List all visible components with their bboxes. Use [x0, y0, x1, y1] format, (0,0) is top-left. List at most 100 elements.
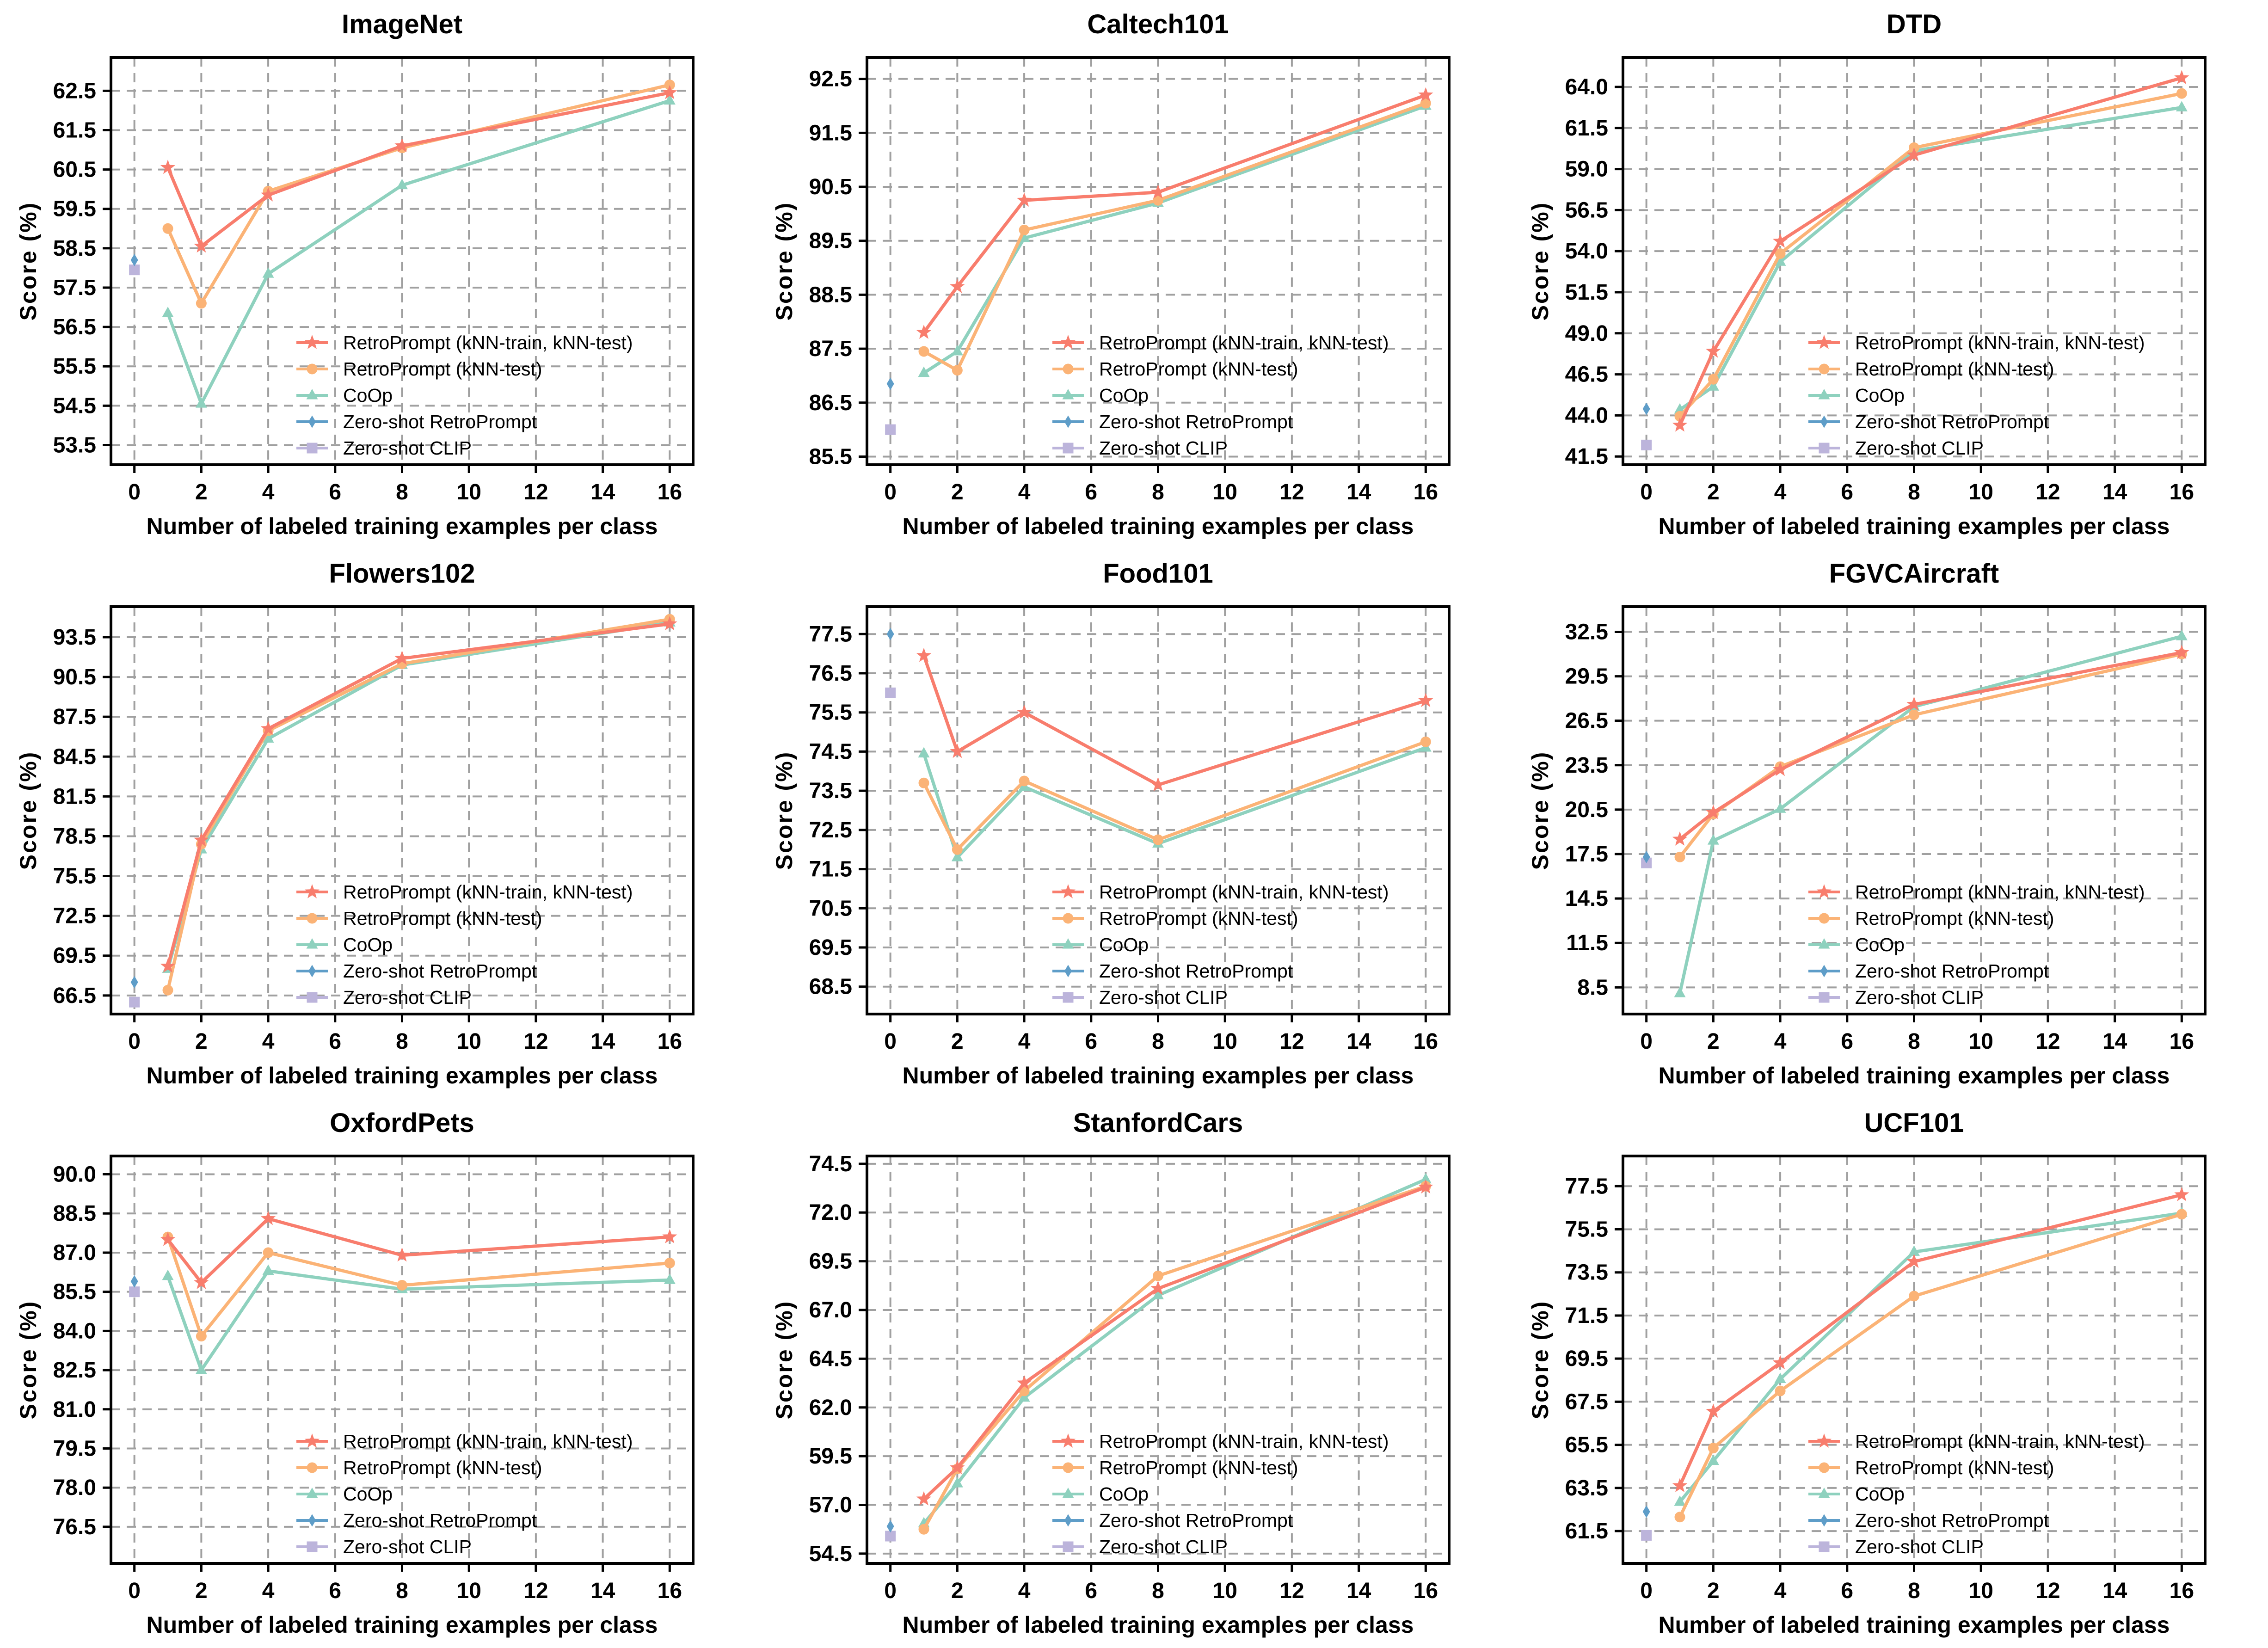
- series-marker-zs_retro: [886, 627, 894, 640]
- legend-label: Zero-shot RetroPrompt: [1855, 1510, 2049, 1531]
- x-tick-label: 6: [329, 480, 341, 504]
- y-tick-label: 72.0: [809, 1200, 852, 1225]
- legend-label: CoOp: [343, 385, 393, 406]
- chart-svg-ucf101: 0 2 4 6 8 10 12 14 16 61.5 63.5 65.5 67.5 69.5 71.5 73.…: [1527, 1108, 2207, 1638]
- chart-svg-oxfordpets: 0 2 4 6 8 10 12 14 16 76.5 78.0 79.5 81.0 82.5 84.0 85.…: [15, 1108, 695, 1638]
- y-tick-label: 56.5: [53, 315, 96, 339]
- legend-label: RetroPrompt (kNN-test): [1099, 908, 1298, 929]
- y-tick-label: 87.5: [809, 337, 852, 361]
- series-marker-zs_clip: [885, 687, 896, 698]
- series-marker-retro_tt: [260, 1211, 276, 1225]
- legend-label: RetroPrompt (kNN-train, kNN-test): [343, 881, 633, 903]
- x-tick-label: 16: [658, 480, 682, 504]
- x-tick-label: 6: [1085, 1029, 1097, 1054]
- chart-stanfordcars: 0 2 4 6 8 10 12 14 16 54.5 57.0 59.5 62.0 64.5 67.0 69.…: [756, 1099, 1512, 1648]
- y-tick-label: 14.5: [1565, 886, 1608, 911]
- series-marker-retro_t: [952, 844, 963, 855]
- series-marker-zs_clip: [1641, 1530, 1652, 1541]
- y-tick-label: 29.5: [1565, 664, 1608, 689]
- x-tick-label: 4: [1018, 480, 1031, 504]
- chart-title: Flowers102: [329, 559, 475, 589]
- legend-entry-coop: CoOp: [296, 934, 393, 955]
- x-tick-label: 4: [1774, 1029, 1787, 1054]
- legend: RetroPrompt (kNN-train, kNN-test) RetroPr…: [1052, 332, 1389, 459]
- y-tick-label: 64.0: [1565, 75, 1608, 99]
- legend: RetroPrompt (kNN-train, kNN-test) RetroPr…: [1052, 881, 1389, 1008]
- y-tick-label: 54.5: [53, 394, 96, 418]
- chart-oxfordpets: 0 2 4 6 8 10 12 14 16 76.5 78.0 79.5 81.0 82.5 84.0 85.…: [0, 1099, 756, 1648]
- legend-marker-triangle-icon: [1818, 938, 1830, 949]
- series-marker-coop: [1774, 802, 1786, 813]
- series-marker-coop: [1707, 1454, 1719, 1465]
- x-tick-label: 2: [195, 480, 208, 504]
- legend-marker-circle-icon: [1819, 1462, 1830, 1473]
- series-marker-retro_tt: [1150, 184, 1166, 199]
- series-line-retro_t: [922, 101, 1427, 372]
- series-marker-coop: [1774, 1372, 1786, 1383]
- y-tick-label: 87.5: [53, 705, 96, 729]
- series-marker-coop: [1420, 1173, 1432, 1184]
- legend-entry-retro_tt: RetroPrompt (kNN-train, kNN-test): [296, 1431, 633, 1452]
- x-tick-label: 4: [262, 480, 275, 504]
- x-tick-label: 2: [1707, 480, 1720, 504]
- series-marker-coop: [1152, 1289, 1164, 1299]
- legend-marker-circle-icon: [307, 363, 318, 375]
- series-marker-retro_tt: [160, 958, 176, 973]
- x-tick-label: 12: [523, 1029, 548, 1054]
- legend: RetroPrompt (kNN-train, kNN-test) RetroPr…: [296, 1431, 633, 1557]
- x-tick-label: 16: [658, 1579, 682, 1603]
- series-marker-retro_tt: [194, 1274, 209, 1289]
- legend-entry-retro_tt: RetroPrompt (kNN-train, kNN-test): [296, 332, 633, 353]
- series-marker-retro_tt: [2174, 645, 2189, 659]
- series-marker-retro_t: [1153, 834, 1163, 845]
- y-tick-label: 84.5: [53, 744, 96, 769]
- x-tick-label: 10: [1213, 480, 1237, 504]
- chart-ucf101: 0 2 4 6 8 10 12 14 16 61.5 63.5 65.5 67.5 69.5 71.5 73.…: [1512, 1099, 2268, 1648]
- y-tick-label: 11.5: [1566, 931, 1608, 955]
- y-axis-label: Score (%): [15, 202, 41, 321]
- chart-dtd: 0 2 4 6 8 10 12 14 16 41.5 44.0 46.5 49.0 51.5 54.0 56.…: [1512, 0, 2268, 549]
- legend-label: RetroPrompt (kNN-test): [1855, 908, 2054, 929]
- y-tick-label: 57.5: [53, 276, 96, 300]
- x-tick-label: 16: [2170, 1579, 2194, 1603]
- y-tick-label: 51.5: [1565, 280, 1608, 305]
- y-tick-label: 87.0: [53, 1241, 96, 1265]
- legend-entry-zs_clip: Zero-shot CLIP: [296, 1536, 472, 1557]
- series-marker-retro_t: [1019, 224, 1030, 235]
- axis-ticks: [1615, 86, 2183, 473]
- x-tick-label: 12: [1279, 1029, 1304, 1054]
- series-marker-retro_tt: [662, 1229, 677, 1243]
- legend-entry-retro_t: RetroPrompt (kNN-test): [296, 908, 542, 929]
- legend-label: CoOp: [343, 1483, 393, 1505]
- y-tick-label: 67.5: [1565, 1390, 1608, 1414]
- legend-marker-square-icon: [1819, 992, 1830, 1003]
- series-marker-retro_tt: [1706, 805, 1721, 819]
- series-marker-zs_retro: [130, 253, 138, 266]
- series-marker-retro_tt: [2174, 1187, 2189, 1201]
- series-marker-coop: [951, 851, 963, 861]
- series-marker-retro_t: [664, 1258, 675, 1269]
- series-marker-coop: [951, 344, 963, 356]
- legend-entry-zs_retro: Zero-shot RetroPrompt: [296, 960, 537, 982]
- legend-marker-diamond-icon: [308, 415, 316, 428]
- legend-label: CoOp: [1099, 934, 1149, 955]
- legend-marker-star-icon: [1060, 335, 1076, 349]
- x-axis-label: Number of labeled training examples per …: [903, 513, 1414, 539]
- series-marker-retro_tt: [662, 616, 677, 631]
- y-axis-label: Score (%): [771, 751, 797, 870]
- series-marker-retro_tt: [1772, 1355, 1788, 1370]
- legend-marker-circle-icon: [1063, 1462, 1074, 1473]
- y-tick-label: 75.5: [53, 864, 96, 889]
- legend-entry-zs_clip: Zero-shot CLIP: [1052, 1536, 1228, 1557]
- legend-entry-zs_retro: Zero-shot RetroPrompt: [1808, 1510, 2049, 1531]
- legend-entry-zs_retro: Zero-shot RetroPrompt: [1052, 1510, 1293, 1531]
- x-tick-label: 8: [1152, 1579, 1164, 1603]
- y-tick-label: 69.5: [53, 944, 96, 968]
- legend-entry-zs_retro: Zero-shot RetroPrompt: [1052, 960, 1293, 982]
- x-tick-label: 6: [329, 1029, 341, 1054]
- series-marker-retro_tt: [1016, 1375, 1032, 1390]
- series-marker-zs_clip: [1641, 439, 1652, 450]
- y-tick-label: 92.5: [809, 67, 852, 92]
- legend-entry-retro_t: RetroPrompt (kNN-test): [1808, 1457, 2054, 1478]
- axis-ticks: [859, 1162, 1427, 1572]
